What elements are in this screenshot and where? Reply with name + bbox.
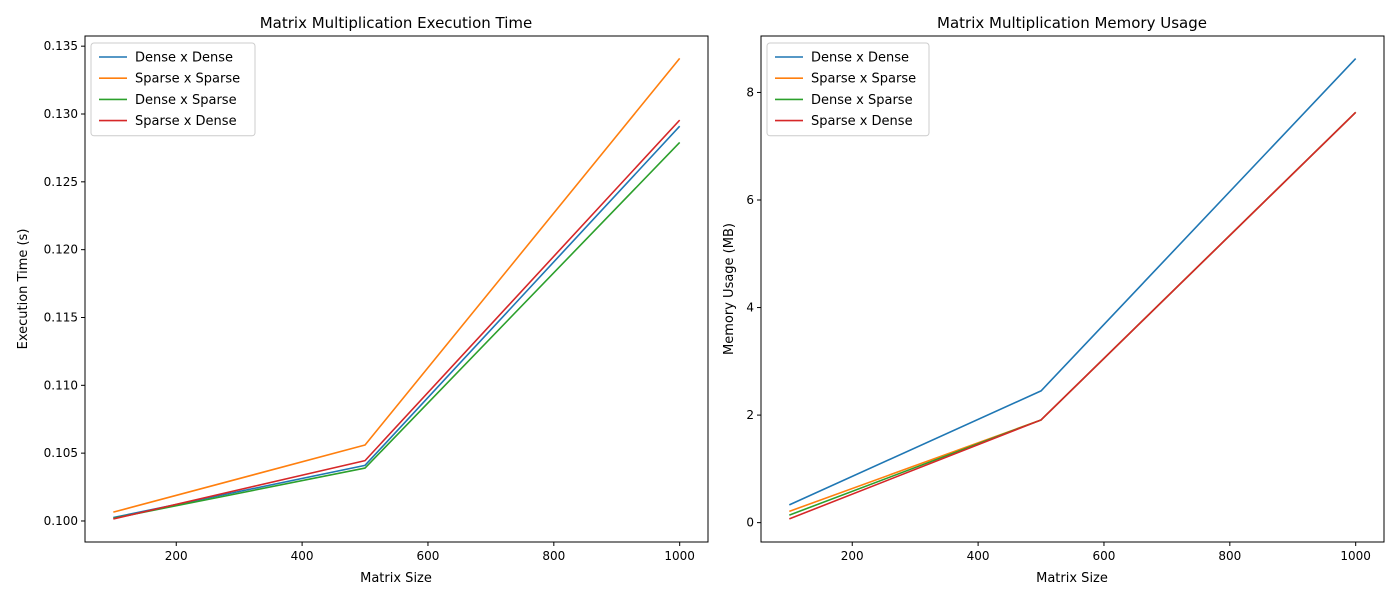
series-line [113, 141, 681, 520]
x-tick-label: 200 [165, 549, 188, 563]
y-axis-label: Execution Time (s) [16, 229, 31, 350]
legend-label: Sparse x Dense [135, 114, 237, 129]
y-tick-label: 0.105 [44, 446, 78, 460]
legend-label: Sparse x Sparse [135, 72, 240, 87]
legend-label: Sparse x Dense [811, 114, 913, 129]
y-tick-label: 0.125 [44, 175, 78, 189]
legend-label: Sparse x Sparse [811, 72, 916, 87]
x-tick-label: 800 [1218, 549, 1241, 563]
series-line [788, 58, 1357, 506]
series-line [113, 57, 681, 513]
x-axis-label: Matrix Size [360, 571, 432, 586]
series-lines [788, 58, 1357, 520]
legend-box [90, 42, 256, 137]
y-tick-label: 2 [746, 408, 754, 422]
y-tick-label: 0.110 [44, 378, 78, 392]
x-tick-label: 1000 [1340, 549, 1371, 563]
x-tick-label: 1000 [664, 549, 695, 563]
legend-box [766, 42, 930, 137]
x-tick-label: 600 [417, 549, 440, 563]
series-line [113, 119, 681, 520]
y-tick-label: 4 [746, 301, 754, 315]
memory-usage-chart: Matrix Multiplication Memory Usage Matri… [722, 14, 1385, 586]
tick-group: 200 400 600 800 1000 0.100 0.105 0.110 0.115 0.12… [44, 39, 695, 563]
legend: Dense x Dense Sparse x Sparse Dense x Spar… [90, 42, 256, 137]
y-tick-label: 6 [746, 193, 754, 207]
x-tick-label: 200 [841, 549, 864, 563]
plot-frame [84, 35, 709, 543]
legend-label: Dense x Sparse [811, 93, 913, 108]
x-tick-label: 600 [1093, 549, 1116, 563]
y-tick-label: 0.135 [44, 39, 78, 53]
x-tick-label: 400 [291, 549, 314, 563]
y-tick-label: 0.100 [44, 514, 78, 528]
series-lines [113, 57, 681, 520]
y-tick-label: 8 [746, 85, 754, 99]
x-tick-label: 800 [542, 549, 565, 563]
legend-label: Dense x Sparse [135, 93, 237, 108]
y-tick-label: 0 [746, 516, 754, 530]
tick-group: 200 400 600 800 1000 0 2 4 6 8 [746, 85, 1371, 563]
y-axis-label: Memory Usage (MB) [722, 223, 737, 355]
x-axis-label: Matrix Size [1036, 571, 1108, 586]
legend-label: Dense x Dense [811, 51, 909, 66]
chart-title: Matrix Multiplication Execution Time [260, 14, 533, 32]
x-tick-label: 400 [967, 549, 990, 563]
series-line [789, 111, 1357, 520]
plot-frame [760, 35, 1385, 543]
chart-title: Matrix Multiplication Memory Usage [937, 14, 1207, 32]
legend-label: Dense x Dense [135, 51, 233, 66]
legend: Dense x Dense Sparse x Sparse Dense x Spar… [766, 42, 930, 137]
execution-time-chart: Matrix Multiplication Execution Time Mat… [16, 14, 709, 586]
y-tick-label: 0.115 [44, 310, 78, 324]
y-tick-label: 0.120 [44, 243, 78, 257]
y-tick-label: 0.130 [44, 107, 78, 121]
